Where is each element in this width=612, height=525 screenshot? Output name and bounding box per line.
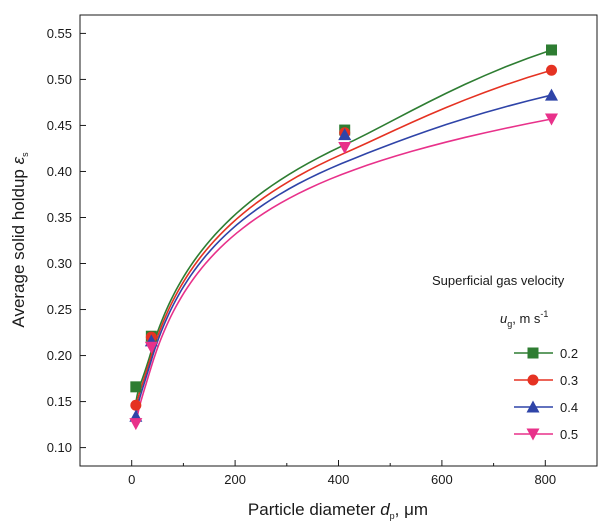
legend: Superficial gas velocity ug, m s-1 0.20.… [432,273,578,442]
data-point-0.2 [546,44,558,56]
x-tick-label: 200 [224,472,246,487]
x-tick-label: 0 [128,472,135,487]
legend-label: 0.3 [560,373,578,388]
data-point-0.3 [130,399,142,411]
legend-title: Superficial gas velocity [432,273,565,288]
data-markers [129,44,559,431]
legend-label: 0.2 [560,346,578,361]
y-tick-label: 0.15 [47,394,72,409]
data-point-0.2 [130,381,142,393]
legend-items: 0.2 0.3 0.4 0.5 [514,346,578,442]
y-tick-label: 0.25 [47,302,72,317]
y-tick-label: 0.50 [47,72,72,87]
legend-label: 0.4 [560,400,578,415]
legend-marker [527,347,539,359]
data-point-0.5 [338,142,352,155]
y-tick-label: 0.10 [47,440,72,455]
data-point-0.5 [144,341,158,354]
legend-marker [526,400,540,413]
y-axis-title: Average solid holdup εs [9,152,30,328]
x-tick-label: 600 [431,472,453,487]
data-point-0.3 [546,64,558,76]
fit-curve-0.2 [135,49,552,404]
fit-curve-0.4 [135,94,552,419]
y-tick-label: 0.40 [47,164,72,179]
y-tick-label: 0.55 [47,26,72,41]
fit-curve-0.3 [135,69,552,411]
y-tick-label: 0.35 [47,210,72,225]
x-axis-title: Particle diameter dp, μm [248,500,428,521]
plot-area [79,14,598,467]
x-tick-label: 800 [534,472,556,487]
legend-marker [526,428,540,441]
fit-curves [135,49,552,428]
data-point-0.4 [545,88,559,101]
fit-curve-0.5 [135,118,552,428]
y-tick-label: 0.20 [47,348,72,363]
legend-marker [527,374,539,386]
legend-label: 0.5 [560,427,578,442]
legend-subtitle: ug, m s-1 [500,309,548,329]
y-tick-label: 0.45 [47,118,72,133]
x-tick-label: 400 [328,472,350,487]
data-point-0.5 [545,113,559,126]
axis-ticks: 0 200 400 600 800 0.10 0.15 0.20 0.25 0.30 0.35 0.4… [47,26,598,487]
data-point-0.4 [338,128,352,141]
y-tick-label: 0.30 [47,256,72,271]
data-point-0.5 [129,418,143,431]
